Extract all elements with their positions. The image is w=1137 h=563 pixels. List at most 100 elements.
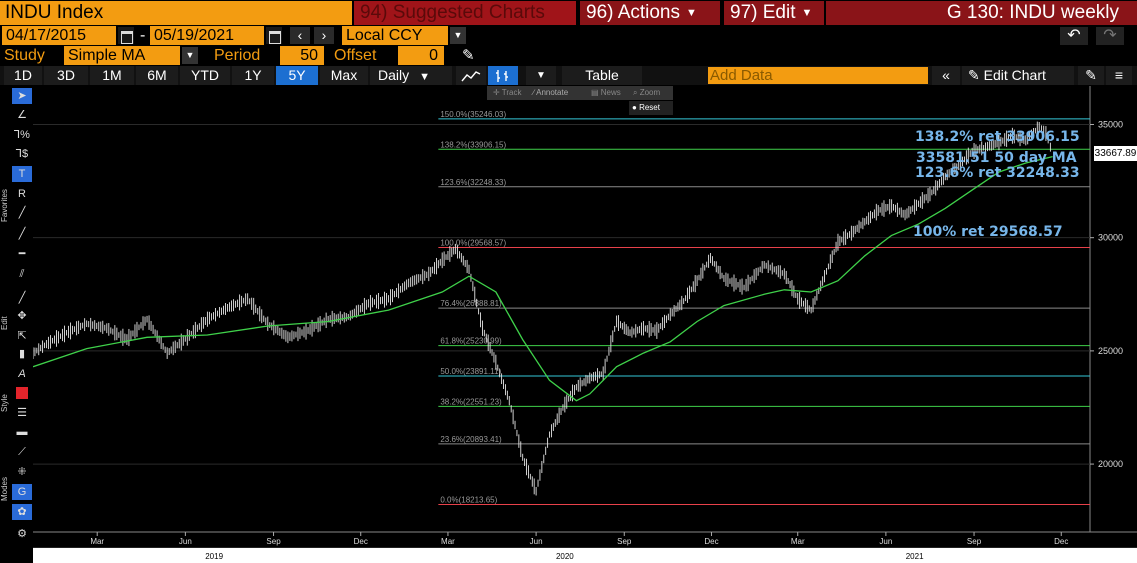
- palette-icon[interactable]: ✿: [12, 504, 32, 520]
- add-data-input[interactable]: Add Data: [708, 67, 928, 84]
- draw-icon[interactable]: ╱: [18, 292, 26, 304]
- range-6m[interactable]: 6M: [136, 66, 178, 85]
- color-icon[interactable]: [12, 385, 32, 401]
- select-icon[interactable]: ⇱: [17, 330, 27, 342]
- period-field[interactable]: 50: [280, 46, 324, 65]
- chart-title: G 130: INDU weekly: [826, 1, 1137, 25]
- line-tool-icon[interactable]: ∠: [17, 109, 27, 121]
- settings-icon[interactable]: ≡: [1106, 66, 1132, 85]
- fib-level-label: 100.0%(29568.57): [440, 238, 506, 247]
- range-5y[interactable]: 5Y: [276, 66, 318, 85]
- end-date-field[interactable]: 05/19/2021: [150, 26, 264, 45]
- chevron-down-icon[interactable]: ▼: [182, 47, 198, 64]
- font-icon[interactable]: A: [18, 368, 26, 380]
- annotate-label: Annotate: [536, 88, 569, 97]
- magnet-icon[interactable]: ⟋: [18, 446, 26, 458]
- currency-field[interactable]: Local CCY: [342, 26, 448, 45]
- actions-menu-button[interactable]: 96) Actions ▼: [580, 1, 720, 25]
- ray-tool-icon[interactable]: ╱: [18, 228, 26, 240]
- study-label: Study: [4, 47, 45, 64]
- pencil-icon: ✎: [968, 67, 984, 83]
- chevron-right-icon[interactable]: ›: [314, 27, 334, 44]
- frequency-dropdown[interactable]: Daily ▼: [370, 66, 452, 85]
- fib-level-label: 138.2%(33906.15): [440, 140, 506, 149]
- horizontal-line-icon[interactable]: ━: [18, 248, 26, 260]
- ticker-field[interactable]: INDU Index: [0, 1, 352, 25]
- annotation-50-day-ma[interactable]: 33581.51 50 day MA: [916, 150, 1077, 166]
- price-chart[interactable]: 20000 25000 30000 35000 Mar Jun Sep Dec Mar Jun Se…: [33, 86, 1137, 563]
- range-1d[interactable]: 1D: [4, 66, 42, 85]
- line-style-icon[interactable]: ▬: [16, 426, 28, 438]
- range-ytd[interactable]: YTD: [180, 66, 230, 85]
- edit-grid-icon[interactable]: ✎: [1078, 66, 1104, 85]
- reset-button[interactable]: ● Reset: [629, 101, 673, 115]
- chevron-down-icon: ▼: [419, 71, 431, 83]
- chevron-down-icon[interactable]: ▼: [450, 27, 466, 44]
- text-tool-icon[interactable]: T: [12, 166, 32, 182]
- annotation-138-ret[interactable]: 138.2% ret 33906.15: [915, 129, 1080, 145]
- edit-section-label: Edit: [0, 316, 9, 330]
- redo-icon[interactable]: ↷: [1096, 27, 1124, 45]
- offset-field[interactable]: 0: [398, 46, 444, 65]
- annotation-100-ret[interactable]: 100% ret 29568.57: [913, 224, 1063, 240]
- x-year-label: 2020: [556, 552, 574, 561]
- table-button[interactable]: Table: [562, 66, 642, 85]
- date-range-bar: 04/17/2015 - 05/19/2021 ‹ › Local CCY ▼ …: [0, 26, 1137, 46]
- style-section-label: Style: [0, 394, 9, 412]
- zoom-button[interactable]: ⌕ Zoom: [633, 88, 661, 97]
- chart-canvas: 20000 25000 30000 35000 Mar Jun Sep Dec Mar Jun Se…: [33, 86, 1137, 563]
- range-1y[interactable]: 1Y: [232, 66, 274, 85]
- range-3d[interactable]: 3D: [44, 66, 88, 85]
- modes-section-label: Modes: [0, 477, 9, 502]
- fib-level-label: 123.6%(32248.33): [440, 178, 506, 187]
- mode-g-icon[interactable]: G: [12, 484, 32, 500]
- fib-level-label: 150.0%(35246.03): [440, 110, 506, 119]
- crosshair-icon[interactable]: ⁜: [17, 466, 27, 478]
- percent-tool-icon[interactable]: ⅂%: [14, 129, 30, 141]
- ohlc-glyph: [496, 70, 508, 82]
- edit-menu-button[interactable]: 97) Edit ▼: [724, 1, 824, 25]
- chart-float-toolbar: ✛ Track ∕ Annotate ▤ News ⌕ Zoom: [487, 86, 673, 100]
- study-type-field[interactable]: Simple MA: [64, 46, 180, 65]
- range-toolbar: 1D 3D 1M 6M YTD 1Y 5Y Max Daily ▼ ▼ Table…: [0, 66, 1137, 85]
- range-max[interactable]: Max: [320, 66, 368, 85]
- edit-chart-button[interactable]: ✎ Edit Chart: [962, 66, 1074, 85]
- calendar-icon[interactable]: [266, 27, 282, 44]
- track-button[interactable]: ✛ Track: [493, 88, 522, 97]
- fibonacci-tool-icon[interactable]: ⅂$: [15, 148, 29, 160]
- zoom-label: Zoom: [639, 88, 661, 97]
- chevron-down-icon[interactable]: ▼: [526, 66, 556, 85]
- start-date-field[interactable]: 04/17/2015: [2, 26, 116, 45]
- chevron-down-icon: ▼: [686, 7, 697, 19]
- study-bar: Study Simple MA ▼ Period 50 Offset 0 ✎: [0, 46, 1137, 66]
- chevron-left-icon[interactable]: ‹: [290, 27, 310, 44]
- collapse-icon[interactable]: «: [932, 66, 960, 85]
- move-icon[interactable]: ✥: [17, 310, 27, 322]
- undo-icon[interactable]: ↶: [1060, 27, 1088, 45]
- pencil-icon[interactable]: ✎: [462, 47, 475, 64]
- offset-label: Offset: [334, 47, 377, 64]
- moving-average-line: [33, 155, 1053, 402]
- trash-icon[interactable]: ▮: [18, 348, 26, 360]
- retracement-tool-icon[interactable]: R: [18, 188, 26, 200]
- trend-tool-icon[interactable]: ╱: [18, 207, 26, 219]
- pointer-tool-icon[interactable]: ➤: [12, 88, 32, 104]
- actions-label: 96) Actions: [586, 2, 680, 23]
- x-tick-label: Jun: [179, 537, 192, 546]
- calendar-icon[interactable]: [118, 27, 134, 44]
- x-tick-label: Mar: [791, 537, 805, 546]
- channel-tool-icon[interactable]: ⫽: [19, 268, 25, 280]
- annotate-button[interactable]: ∕ Annotate: [533, 88, 569, 97]
- period-label: Period: [214, 47, 261, 64]
- x-axis-year-band: [33, 548, 1137, 563]
- settings-gear-icon[interactable]: ⚙: [17, 528, 27, 540]
- x-tick-label: Dec: [1054, 537, 1068, 546]
- news-button[interactable]: ▤ News: [591, 88, 621, 97]
- range-1m[interactable]: 1M: [90, 66, 134, 85]
- line-weight-icon[interactable]: ☰: [17, 407, 27, 419]
- line-chart-icon[interactable]: [456, 66, 486, 85]
- annotation-123-ret[interactable]: 123.6% ret 32248.33: [915, 165, 1080, 181]
- suggested-charts-button[interactable]: 94) Suggested Charts: [354, 1, 576, 25]
- bar-chart-icon[interactable]: [488, 66, 518, 85]
- color-swatch: [16, 387, 28, 399]
